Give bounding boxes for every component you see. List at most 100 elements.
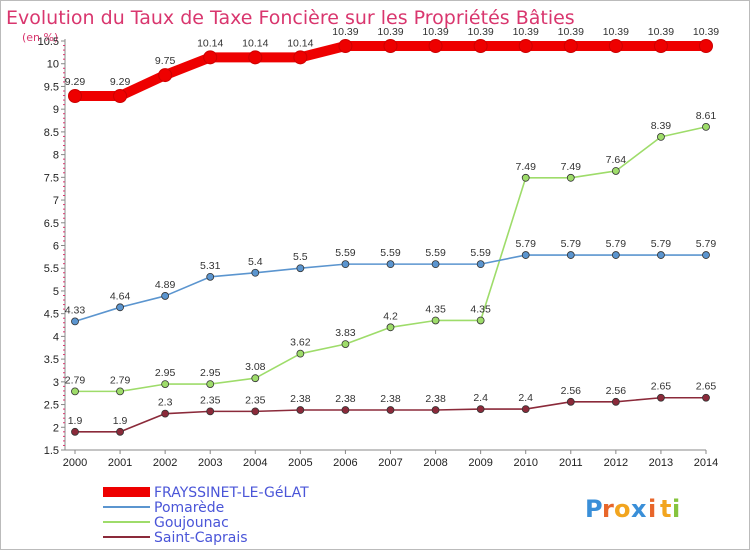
data-label: 7.64 bbox=[606, 154, 627, 166]
data-label: 2.79 bbox=[110, 374, 131, 386]
data-label: 3.62 bbox=[290, 337, 311, 349]
data-label: 3.83 bbox=[335, 327, 356, 339]
data-label: 10.14 bbox=[197, 37, 223, 49]
data-point bbox=[608, 38, 623, 53]
plot-area: 1.5 2 2.5 3 3.5 4 4.5 5 5.5 6 6.5 7 7.5 8 8.5 9 9.5 10 10.… bbox=[38, 26, 720, 469]
data-point bbox=[521, 251, 530, 259]
data-point bbox=[476, 260, 485, 269]
logo-letter: r bbox=[602, 495, 614, 523]
data-label: 4.35 bbox=[470, 303, 491, 315]
data-label: 2.3 bbox=[158, 397, 173, 409]
data-label: 5.59 bbox=[470, 247, 491, 259]
y-tick-label: 5 bbox=[53, 286, 59, 298]
data-label: 2.65 bbox=[651, 381, 672, 393]
data-point bbox=[161, 292, 170, 300]
data-label: 9.29 bbox=[65, 76, 86, 88]
data-label: 10.14 bbox=[287, 37, 313, 49]
data-point bbox=[653, 38, 668, 53]
data-label: 4.89 bbox=[155, 279, 176, 291]
data-label: 5.5 bbox=[293, 251, 308, 263]
data-point bbox=[566, 173, 575, 182]
data-label: 2.38 bbox=[290, 393, 311, 405]
data-point bbox=[338, 38, 353, 53]
data-label: 7.49 bbox=[561, 161, 582, 173]
chart-title: Evolution du Taux de Taxe Foncière sur l… bbox=[6, 7, 575, 29]
data-point bbox=[518, 38, 533, 53]
data-point bbox=[431, 260, 440, 269]
data-point bbox=[248, 50, 263, 65]
data-point bbox=[296, 406, 305, 414]
data-label: 5.79 bbox=[561, 238, 582, 250]
data-label: 4.35 bbox=[425, 303, 446, 315]
x-tick-label: 2010 bbox=[513, 457, 537, 469]
data-label: 2.56 bbox=[606, 385, 627, 397]
data-point bbox=[251, 268, 260, 277]
data-point bbox=[386, 406, 395, 414]
data-point bbox=[431, 316, 440, 325]
data-point bbox=[206, 407, 215, 416]
data-label: 10.39 bbox=[332, 26, 358, 38]
data-label: 10.14 bbox=[242, 37, 268, 49]
x-tick-label: 2011 bbox=[559, 457, 583, 469]
logo-letter: x bbox=[631, 495, 647, 523]
legend-entry: Pomarède bbox=[154, 500, 224, 516]
data-point bbox=[699, 38, 713, 53]
data-point bbox=[161, 380, 170, 389]
data-label: 9.29 bbox=[110, 76, 131, 88]
data-label: 4.64 bbox=[110, 290, 131, 302]
x-tick-label: 2006 bbox=[333, 457, 357, 469]
y-tick-label: 4 bbox=[53, 331, 59, 343]
data-label: 10.39 bbox=[468, 26, 494, 38]
x-tick-label: 2008 bbox=[423, 457, 447, 469]
data-point bbox=[428, 38, 443, 53]
x-tick-label: 2001 bbox=[108, 457, 132, 469]
y-tick-label: 2 bbox=[53, 422, 59, 434]
legend-entry: Goujounac bbox=[154, 515, 229, 531]
data-point bbox=[203, 50, 218, 65]
logo-letter: o bbox=[614, 495, 631, 523]
data-point bbox=[296, 349, 305, 358]
data-point bbox=[431, 406, 440, 414]
data-label: 5.59 bbox=[425, 247, 446, 259]
legend: FRAYSSINET-LE-GéLATPomarèdeGoujounacSain… bbox=[103, 485, 309, 546]
data-label: 5.4 bbox=[248, 256, 263, 268]
data-point bbox=[161, 409, 170, 418]
data-point bbox=[383, 38, 398, 53]
data-point bbox=[341, 406, 350, 414]
data-label: 2.35 bbox=[245, 394, 266, 406]
data-label: 2.4 bbox=[518, 392, 533, 404]
data-point bbox=[521, 405, 530, 414]
data-point bbox=[206, 272, 215, 281]
x-tick-label: 2005 bbox=[288, 457, 312, 469]
data-label: 3.08 bbox=[245, 361, 266, 373]
data-point bbox=[521, 173, 530, 182]
y-axis-unit-label: (en %) bbox=[22, 31, 58, 44]
y-tick-label: 9 bbox=[53, 104, 59, 116]
data-point bbox=[113, 88, 128, 103]
x-tick-label: 2012 bbox=[604, 457, 628, 469]
logo-letter: t bbox=[660, 495, 671, 523]
data-label: 10.39 bbox=[558, 26, 584, 38]
y-tick-label: 3.5 bbox=[44, 354, 59, 366]
data-point bbox=[251, 374, 260, 383]
data-point bbox=[702, 393, 710, 402]
y-tick-label: 7 bbox=[53, 195, 59, 207]
data-point bbox=[71, 387, 79, 396]
x-tick-label: 2014 bbox=[694, 457, 718, 469]
data-label: 8.61 bbox=[696, 110, 717, 122]
data-label: 1.9 bbox=[113, 415, 128, 427]
data-label: 4.33 bbox=[65, 304, 86, 316]
data-label: 10.39 bbox=[648, 26, 674, 38]
data-point bbox=[473, 38, 488, 53]
data-label: 5.59 bbox=[380, 247, 401, 259]
data-point bbox=[386, 323, 395, 332]
data-label: 2.65 bbox=[696, 381, 717, 393]
data-label: 10.39 bbox=[422, 26, 448, 38]
data-label: 10.39 bbox=[693, 26, 719, 38]
data-point bbox=[657, 393, 665, 402]
data-point bbox=[296, 264, 305, 273]
data-label: 5.79 bbox=[515, 238, 536, 250]
x-tick-label: 2004 bbox=[243, 457, 267, 469]
data-point bbox=[116, 303, 124, 312]
data-point bbox=[116, 387, 124, 396]
